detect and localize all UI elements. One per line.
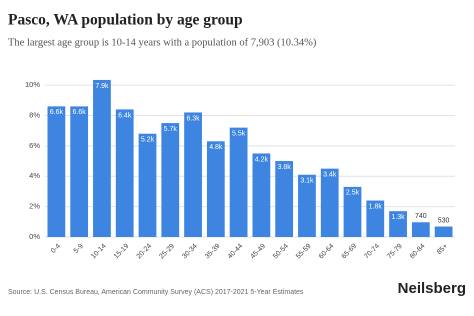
bar <box>298 174 316 237</box>
x-tick-label: 60-64 <box>318 243 336 261</box>
bar-label: 6.4k <box>118 112 132 119</box>
bar <box>366 200 385 237</box>
bar-label: 1.8k <box>369 203 383 210</box>
bar-label: 4.2k <box>255 156 269 163</box>
x-tick-label: 25-29 <box>158 243 176 261</box>
x-tick-label: 20-24 <box>136 243 154 261</box>
bar-label: 530 <box>438 217 450 224</box>
y-tick-label: 10% <box>25 80 40 89</box>
bar <box>411 222 430 237</box>
x-tick-label: 85+ <box>436 243 449 256</box>
bar <box>229 127 248 237</box>
brand-logo: Neilsberg <box>398 280 466 297</box>
y-tick-label: 6% <box>29 141 40 150</box>
x-tick-label: 70-74 <box>363 243 381 261</box>
bar-label: 6.3k <box>186 115 200 122</box>
bar-label: 3.4k <box>323 171 337 178</box>
source-note: Source: U.S. Census Bureau, American Com… <box>8 289 304 296</box>
x-tick-label: 0-4 <box>50 243 62 255</box>
chart-subtitle: The largest age group is 10-14 years wit… <box>8 37 317 48</box>
bar-label: 5.2k <box>141 137 155 144</box>
bar <box>47 106 66 238</box>
bar <box>138 133 157 237</box>
bar <box>115 109 134 237</box>
x-tick-label: 65-69 <box>341 243 359 261</box>
bar-label: 3.8k <box>278 164 292 171</box>
bar-label: 740 <box>415 213 427 220</box>
x-tick-label: 40-44 <box>227 243 245 261</box>
bar-label: 6.6k <box>73 109 87 116</box>
bar <box>343 186 362 237</box>
bar-label: 4.8k <box>209 144 223 151</box>
bar <box>184 112 202 237</box>
x-tick-label: 35-39 <box>204 243 222 261</box>
bar <box>320 168 339 237</box>
bar-label: 5.7k <box>164 126 178 133</box>
y-tick-label: 4% <box>29 171 40 180</box>
bar <box>93 79 111 237</box>
x-tick-label: 5-9 <box>73 243 85 255</box>
x-tick-label: 30-34 <box>181 243 199 261</box>
x-tick-label: 50-54 <box>272 243 290 261</box>
chart-title: Pasco, WA population by age group <box>8 12 243 29</box>
bar <box>275 161 294 237</box>
bar <box>70 106 89 238</box>
bar <box>252 153 271 237</box>
y-tick-label: 8% <box>29 110 40 119</box>
y-tick-label: 0% <box>29 232 40 241</box>
bar-label: 1.3k <box>391 214 405 221</box>
x-tick-label: 15-19 <box>113 243 131 261</box>
bar-label: 2.5k <box>346 190 360 197</box>
y-tick-label: 2% <box>29 202 40 211</box>
bar <box>161 123 180 237</box>
x-tick-label: 80-84 <box>409 243 427 261</box>
bar-label: 3.1k <box>300 178 314 185</box>
x-tick-label: 45-49 <box>249 243 267 261</box>
bar-label: 6.6k <box>50 109 64 116</box>
bar-label: 7.9k <box>95 83 109 90</box>
bar <box>389 211 407 237</box>
bar <box>434 226 453 237</box>
x-tick-label: 75-79 <box>386 243 404 261</box>
bar-label: 5.5k <box>232 130 246 137</box>
bar <box>206 141 225 237</box>
x-tick-label: 55-59 <box>295 243 313 261</box>
x-tick-label: 10-14 <box>90 243 108 261</box>
